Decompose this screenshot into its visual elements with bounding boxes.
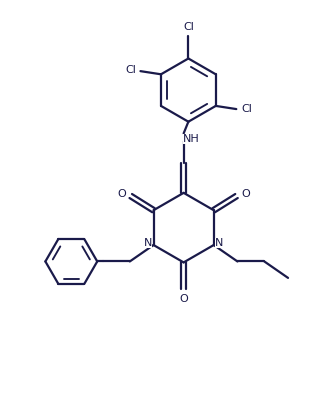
Text: N: N [215, 238, 224, 248]
Text: O: O [241, 189, 250, 199]
Text: NH: NH [183, 134, 200, 144]
Text: Cl: Cl [183, 22, 194, 32]
Text: O: O [179, 294, 188, 304]
Text: N: N [144, 238, 152, 248]
Text: O: O [118, 189, 126, 199]
Text: Cl: Cl [241, 104, 252, 114]
Text: Cl: Cl [125, 65, 136, 75]
